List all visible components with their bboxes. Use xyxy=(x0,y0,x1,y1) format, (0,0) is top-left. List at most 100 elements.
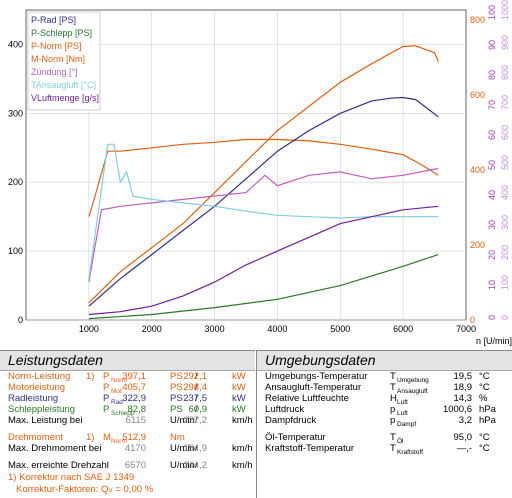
right-axis-2-tick: 60 xyxy=(487,130,497,140)
performance-separator: / xyxy=(195,460,198,471)
right-axis-3-tick: 300 xyxy=(500,215,510,230)
environment-value: 19,5 xyxy=(453,371,473,382)
environment-unit: °C xyxy=(479,432,490,443)
series-line-p_schlepp xyxy=(88,254,439,320)
environment-title: Umgebungsdaten xyxy=(257,351,512,371)
performance-unit-1: PS xyxy=(170,393,183,404)
legend: P-Rad [PS] P-Schlepp [PS] P-Norm [PS] M-Nor… xyxy=(27,11,101,111)
performance-separator: / xyxy=(195,371,198,382)
y-tick-label: 100 xyxy=(8,246,23,256)
environment-value: 1000,6 xyxy=(442,404,472,415)
legend-entry: TAnsaugluft [°C] xyxy=(31,80,96,90)
environment-unit: % xyxy=(479,393,488,404)
performance-unit-1: PS xyxy=(170,382,183,393)
environment-unit: °C xyxy=(479,443,490,454)
performance-value-1: 82,8 xyxy=(127,404,147,415)
performance-label: Max. Drehmoment bei xyxy=(8,443,102,454)
environment-value: 95,0 xyxy=(453,432,473,443)
right-axis-2-tick: 100 xyxy=(487,5,497,20)
right-axis-1-tick: 0 xyxy=(470,315,475,325)
footnote-factors-label: Korrektur-Faktoren: Q xyxy=(16,484,109,495)
performance-unit-2: km/h xyxy=(232,443,253,454)
environment-label: Kraftstoff-Temperatur xyxy=(265,443,355,454)
series-line-zuendung xyxy=(88,167,439,283)
series-line-m_norm xyxy=(88,138,439,217)
performance-symbol: P xyxy=(103,404,110,415)
performance-label: Max. erreichte Drehzahl xyxy=(8,460,109,471)
x-tick-label: 1000 xyxy=(79,324,99,334)
environment-panel: Umgebungsdaten Umgebungs-Temperatur T Umge… xyxy=(256,350,512,498)
performance-separator: / xyxy=(195,393,198,404)
performance-value-2: 227,2 xyxy=(183,415,207,426)
environment-symbol: p xyxy=(390,415,396,426)
right-axis-1-tick: 600 xyxy=(470,90,485,100)
right-axis-3-tick: 200 xyxy=(500,245,510,260)
performance-label: Max. Leistung bei xyxy=(8,415,83,426)
y-tick-label: 400 xyxy=(8,39,23,49)
performance-label: Drehmoment xyxy=(8,432,63,443)
performance-symbol: M xyxy=(103,432,111,443)
performance-symbol-sub: Norm xyxy=(111,377,127,384)
performance-unit-1: U/min xyxy=(170,415,195,426)
x-tick-label: 7000 xyxy=(456,324,476,334)
right-axis-1-tick: 800 xyxy=(470,15,485,25)
performance-symbol: P xyxy=(103,393,110,404)
series-line-p_norm xyxy=(88,45,439,304)
performance-value-2: 60,9 xyxy=(188,404,208,415)
environment-label: Ansaugluft-Temperatur xyxy=(265,382,362,393)
performance-unit-2: kW xyxy=(232,404,246,415)
environment-symbol: H xyxy=(390,393,397,404)
right-axis-2-tick: 80 xyxy=(487,70,497,80)
right-axis-3-tick: 800 xyxy=(500,65,510,80)
right-axis-3-tick: 1000 xyxy=(500,0,510,20)
environment-symbol-sub: Umgebung xyxy=(397,377,429,384)
environment-symbol-sub: Ansaugluft xyxy=(397,388,428,395)
environment-unit: hPa xyxy=(479,415,496,426)
y-tick-label: 200 xyxy=(8,177,23,187)
performance-value-1: 512,9 xyxy=(122,432,146,443)
performance-label: Radleistung xyxy=(8,393,59,404)
performance-unit-2: kW xyxy=(232,371,246,382)
performance-label: Motorleistung xyxy=(8,382,66,393)
performance-symbol: P xyxy=(103,371,110,382)
right-axis-2-tick: 70 xyxy=(487,100,497,110)
environment-symbol-sub: Öl xyxy=(397,438,404,445)
x-axis-label: n [U/min] xyxy=(476,336,512,346)
performance-label: Norm-Leistung xyxy=(8,371,71,382)
performance-separator: / xyxy=(195,404,198,415)
legend-entry: VLuftmenge [g/s] xyxy=(31,93,99,103)
performance-value-1: 6115 xyxy=(125,415,146,426)
legend-entry: P-Norm [PS] xyxy=(31,41,82,51)
performance-note: 1) xyxy=(86,371,95,382)
environment-unit: °C xyxy=(479,371,490,382)
legend-entry: P-Schlepp [PS] xyxy=(31,28,92,38)
environment-value: 18,9 xyxy=(453,382,473,393)
environment-symbol-sub: Luft xyxy=(397,410,408,417)
legend-entry: M-Norm [Nm] xyxy=(31,54,85,64)
performance-symbol-sub: Rad xyxy=(111,399,123,406)
performance-symbol-sub: Schlepp xyxy=(111,410,135,417)
performance-separator: / xyxy=(195,443,198,454)
performance-symbol-sub: Norm xyxy=(111,438,127,445)
x-tick-label: 4000 xyxy=(267,324,287,334)
environment-value: 3,2 xyxy=(458,415,472,426)
x-tick-label: 6000 xyxy=(393,324,413,334)
environment-symbol-sub: Kraftstoff xyxy=(397,449,423,456)
performance-unit-1: U/min xyxy=(170,460,195,471)
right-axis-3-tick: 500 xyxy=(500,155,510,170)
performance-unit-2: km/h xyxy=(232,415,253,426)
right-axis-2-tick: 30 xyxy=(487,220,497,230)
performance-value-1: 6570 xyxy=(124,460,146,471)
performance-unit-1: Nm xyxy=(170,432,185,443)
performance-symbol-sub: Mot xyxy=(111,388,122,395)
x-tick-label: 3000 xyxy=(205,324,225,334)
environment-label: Relative Luftfeuchte xyxy=(265,393,349,404)
performance-unit-1: PS xyxy=(170,371,183,382)
right-axis-3-tick: 900 xyxy=(500,35,510,50)
x-tick-label: 5000 xyxy=(330,324,350,334)
environment-symbol: T xyxy=(390,382,396,393)
legend-entry: P-Rad [PS] xyxy=(31,15,76,25)
legend-box xyxy=(27,11,101,111)
